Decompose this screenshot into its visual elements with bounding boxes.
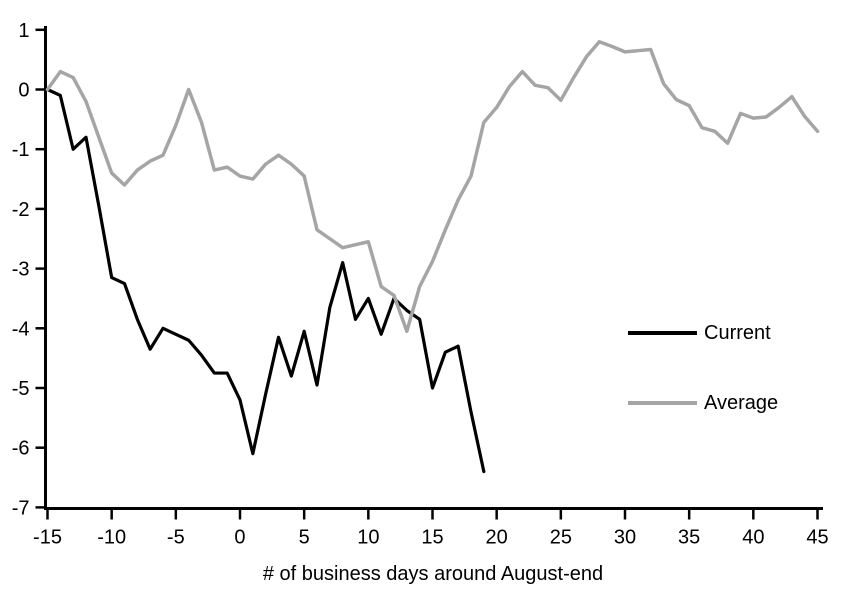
x-tick-label: 35 [678,527,700,549]
y-tick-label: -7 [12,497,30,519]
x-tick-label: 30 [614,527,636,549]
y-tick-label: 0 [18,80,29,102]
legend-item-average: Average [628,391,778,415]
y-tick-label: -4 [12,318,30,340]
y-tick-label: -6 [12,438,30,460]
x-tick-label: -5 [167,527,185,549]
x-tick-label: 5 [299,527,310,549]
y-tick-label: -1 [12,139,30,161]
legend-item-current: Current [628,321,771,345]
x-tick-label: 10 [357,527,379,549]
x-tick-label: 20 [486,527,508,549]
x-tick-label: -15 [33,527,62,549]
x-tick-label: 0 [234,527,245,549]
x-axis-title: # of business days around August-end [262,563,604,585]
y-tick-label: -5 [12,378,30,400]
x-tick-label: 15 [421,527,443,549]
legend-line-average [628,401,697,405]
y-tick-label: -3 [12,259,30,281]
series-current-line [45,87,486,474]
y-tick-label: 1 [18,20,29,42]
x-tick-label: -10 [97,527,126,549]
legend-label-average: Average [704,392,779,414]
x-tick-label: 45 [806,527,828,549]
legend-label-current: Current [704,322,771,344]
y-tick-label: -2 [12,199,30,221]
x-tick-label: 25 [550,527,572,549]
series-average-line [45,39,820,334]
legend-line-current [628,331,697,335]
x-tick-label: 40 [742,527,764,549]
